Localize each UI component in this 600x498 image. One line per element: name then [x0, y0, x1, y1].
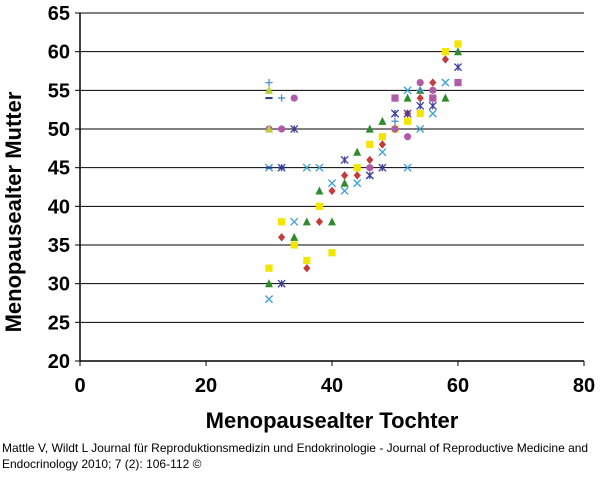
- data-point: [378, 133, 386, 141]
- data-point: [441, 48, 449, 56]
- data-point: [441, 55, 449, 64]
- data-point: [353, 147, 362, 156]
- data-point: [416, 109, 424, 118]
- data-point: [366, 164, 374, 172]
- data-point: [278, 125, 286, 133]
- data-point: [290, 94, 298, 102]
- data-point: [353, 171, 361, 180]
- data-point: [277, 279, 286, 288]
- data-point: [353, 179, 362, 188]
- data-point: [404, 133, 412, 141]
- data-point: [290, 124, 299, 134]
- data-point: [340, 155, 349, 164]
- axes: [75, 12, 585, 366]
- data-point: [290, 241, 298, 249]
- data-point: [315, 217, 323, 226]
- data-point: [454, 40, 462, 48]
- x-tick-label: 20: [195, 375, 217, 397]
- data-point: [416, 79, 424, 87]
- x-tick-labels: 0 20 40 60 80: [74, 375, 595, 397]
- y-tick-label: 50: [48, 119, 70, 141]
- x-tick-label: 80: [573, 375, 595, 397]
- data-point: [315, 202, 323, 210]
- data-point: [328, 186, 336, 196]
- data-point: [290, 217, 299, 226]
- data-point: [327, 179, 337, 188]
- data-point: [404, 117, 412, 125]
- data-points: [264, 40, 463, 304]
- y-tick-label: 60: [48, 42, 70, 64]
- data-point: [290, 232, 299, 241]
- data-point: [365, 171, 374, 180]
- data-point: [341, 171, 349, 180]
- data-point: [265, 85, 273, 94]
- data-point: [278, 218, 286, 226]
- data-point: [378, 140, 386, 149]
- data-point: [403, 86, 412, 95]
- data-point: [366, 155, 374, 165]
- y-tick-labels: 20 25 30 35 40 45 50 55 60 65: [48, 3, 70, 373]
- grid-lines: [80, 12, 584, 323]
- data-point: [265, 124, 273, 133]
- data-point: [453, 63, 463, 72]
- data-point: [454, 79, 462, 87]
- data-point: [378, 148, 387, 157]
- data-point: [416, 86, 424, 94]
- data-point: [429, 94, 437, 102]
- data-point: [303, 256, 311, 265]
- data-point: [328, 217, 336, 226]
- y-tick-label: 30: [48, 274, 70, 296]
- data-point: [265, 79, 273, 87]
- data-point: [378, 163, 387, 172]
- data-point: [278, 233, 286, 242]
- data-point: [264, 295, 274, 304]
- data-point: [416, 93, 424, 103]
- data-point: [441, 93, 450, 102]
- citation-text: Mattle V, Wildt L Journal für Reprodukti…: [2, 441, 589, 471]
- data-point: [315, 186, 324, 195]
- x-axis-title: Menopausealter Tochter: [206, 408, 459, 433]
- data-point: [391, 117, 399, 125]
- data-point: [340, 178, 349, 187]
- data-point: [391, 125, 399, 133]
- data-point: [390, 109, 400, 118]
- y-tick-label: 55: [48, 80, 70, 102]
- y-tick-label: 65: [48, 3, 70, 25]
- data-point: [265, 264, 273, 272]
- data-point: [428, 109, 437, 118]
- y-tick-label: 20: [48, 351, 70, 373]
- data-point: [391, 94, 399, 102]
- data-point: [403, 109, 412, 118]
- y-tick-label: 45: [48, 158, 70, 180]
- y-tick-label: 25: [48, 312, 70, 334]
- data-point: [340, 186, 349, 195]
- data-point: [302, 217, 311, 226]
- data-point: [429, 86, 437, 94]
- data-point: [265, 279, 273, 288]
- data-point: [365, 124, 374, 133]
- data-point: [315, 163, 324, 172]
- data-point: [378, 116, 387, 125]
- x-tick-label: 40: [321, 375, 343, 397]
- data-point: [403, 163, 412, 172]
- data-point: [441, 78, 450, 87]
- x-tick-label: 0: [74, 375, 85, 397]
- data-point: [353, 164, 361, 172]
- data-point: [278, 94, 286, 102]
- data-point: [416, 101, 425, 110]
- x-tick-label: 60: [447, 375, 469, 397]
- data-point: [454, 47, 462, 56]
- data-point: [416, 124, 425, 134]
- data-point: [303, 264, 311, 273]
- data-point: [428, 101, 437, 110]
- data-point: [429, 78, 437, 87]
- data-point: [328, 249, 336, 257]
- y-axis-title: Menopausealter Mutter: [1, 91, 26, 332]
- y-tick-label: 35: [48, 235, 70, 257]
- y-tick-label: 40: [48, 196, 70, 218]
- data-point: [302, 163, 311, 172]
- data-point: [403, 93, 412, 102]
- data-point: [366, 140, 374, 149]
